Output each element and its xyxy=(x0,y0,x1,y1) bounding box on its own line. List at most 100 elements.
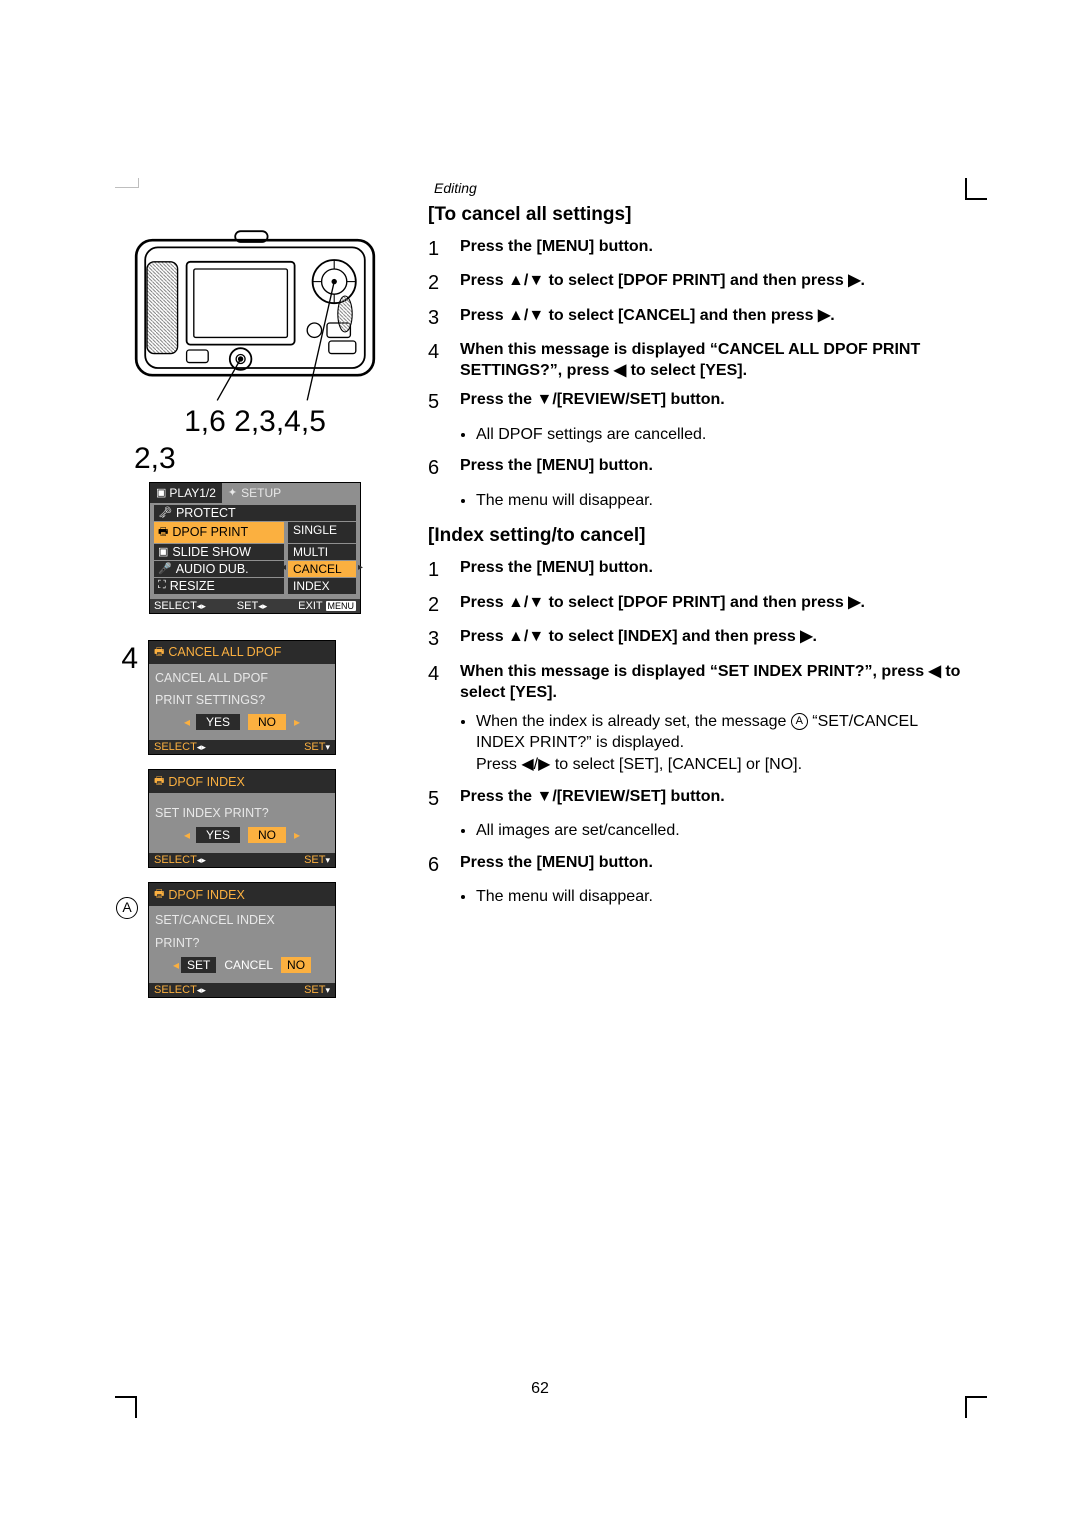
menu-opt-label: CANCEL xyxy=(293,562,342,576)
bottom-set: SET◂▸ xyxy=(237,600,267,612)
panel-msg: SET/CANCEL INDEX xyxy=(155,912,329,928)
step: 2Press ▲/▼ to select [DPOF PRINT] and th… xyxy=(428,270,970,296)
panel-hdr: 🖶CANCEL ALL DPOF xyxy=(149,641,335,664)
note-text: When the index is already set, the messa… xyxy=(476,711,970,776)
menu-row-protect: 🗝PROTECT xyxy=(154,505,356,521)
step: 1Press the [MENU] button. xyxy=(428,557,970,583)
bar-set: SET▾ xyxy=(304,984,330,996)
panel-bar: SELECT◂▸ SET▾ xyxy=(149,983,335,997)
panel-body: SET INDEX PRINT? ◂ YES NO ▸ xyxy=(149,793,335,853)
step: 5Press the ▼/[REVIEW/SET] button. xyxy=(428,389,970,415)
section-label: Editing xyxy=(434,180,970,196)
panel-cancel-all: 🖶CANCEL ALL DPOF CANCEL ALL DPOF PRINT S… xyxy=(148,640,336,756)
note: When the index is already set, the messa… xyxy=(476,711,970,776)
menu-opt-cancel: ◂CANCEL▸ xyxy=(288,561,356,577)
btn-cancel: CANCEL xyxy=(220,957,277,973)
right-arrow-icon: ▸ xyxy=(294,715,300,729)
play-icon: ▣ xyxy=(156,486,166,499)
left-arrow-icon: ◂ xyxy=(184,828,190,842)
print-icon: 🖶 xyxy=(158,523,168,542)
crop-mark xyxy=(965,178,987,200)
note-text: The menu will disappear. xyxy=(476,886,970,908)
steps-sec2: 1Press the [MENU] button. 2Press ▲/▼ to … xyxy=(428,557,970,702)
bar-select: SELECT◂▸ xyxy=(154,984,206,996)
panel-hdr-label: CANCEL ALL DPOF xyxy=(168,645,281,659)
panel-choices: ◂ YES NO ▸ xyxy=(155,714,329,730)
annotation-sub: 2,3 xyxy=(134,442,400,476)
step-text: Press the ▼/[REVIEW/SET] button. xyxy=(460,389,970,415)
note: The menu will disappear. xyxy=(476,490,970,512)
panel-body: CANCEL ALL DPOF PRINT SETTINGS? ◂ YES NO… xyxy=(149,664,335,741)
step-text: When this message is displayed “SET INDE… xyxy=(460,661,970,703)
panel-msg: PRINT? xyxy=(155,935,329,951)
btn-no: NO xyxy=(248,714,286,730)
setup-icon: ✦ xyxy=(228,486,237,499)
menu-rows: 🗝PROTECT 🖶DPOF PRINT SINGLE ▣SLIDE SHOW … xyxy=(150,503,360,599)
menu-opt-multi: MULTI xyxy=(288,544,356,560)
tab-play-label: PLAY1/2 xyxy=(169,486,215,500)
step: 3Press ▲/▼ to select [CANCEL] and then p… xyxy=(428,305,970,331)
menu-item-protect: 🗝PROTECT xyxy=(154,505,356,521)
mic-icon: 🎤 xyxy=(158,562,172,575)
circled-A-marker: A xyxy=(110,886,138,919)
content: 1,6 2,3,4,5 2,3 ▣PLAY1/2 ✦SETUP 🗝PROTECT… xyxy=(110,180,970,998)
crop-mark xyxy=(115,178,139,188)
left-column: 1,6 2,3,4,5 2,3 ▣PLAY1/2 ✦SETUP 🗝PROTECT… xyxy=(110,180,400,998)
left-arrow-icon: ◂ xyxy=(173,958,179,972)
bottom-exit: EXIT MENU xyxy=(298,600,356,612)
bar-set: SET▾ xyxy=(304,741,330,753)
lock-icon: 🗝 xyxy=(158,506,172,519)
note: All DPOF settings are cancelled. xyxy=(476,424,970,446)
steps-sec2b: 5Press the ▼/[REVIEW/SET] button. xyxy=(428,786,970,812)
step-text: Press ▲/▼ to select [CANCEL] and then pr… xyxy=(460,305,970,331)
btn-set: SET xyxy=(181,957,216,973)
step4-marker: 4 xyxy=(110,644,138,674)
step-text: Press the ▼/[REVIEW/SET] button. xyxy=(460,786,970,812)
btn-no: NO xyxy=(248,827,286,843)
btn-no: NO xyxy=(281,957,311,973)
left-arrow-icon: ◂ xyxy=(184,715,190,729)
panel-msg: PRINT SETTINGS? xyxy=(155,692,329,708)
right-column: Editing [To cancel all settings] 1Press … xyxy=(428,180,970,998)
menu-label: DPOF PRINT xyxy=(172,525,248,539)
step-text: Press ▲/▼ to select [INDEX] and then pre… xyxy=(460,626,970,652)
steps-sec2c: 6Press the [MENU] button. xyxy=(428,852,970,878)
steps-sec1: 1Press the [MENU] button. 2Press ▲/▼ to … xyxy=(428,236,970,416)
panel-4-row: 4 🖶CANCEL ALL DPOF CANCEL ALL DPOF PRINT… xyxy=(110,640,400,756)
step-text: Press ▲/▼ to select [DPOF PRINT] and the… xyxy=(460,592,970,618)
panel-index-row: 🖶DPOF INDEX SET INDEX PRINT? ◂ YES NO ▸ … xyxy=(110,769,400,868)
step-text: Press the [MENU] button. xyxy=(460,455,970,481)
resize-icon: ⛶ xyxy=(158,579,166,592)
note-text: All DPOF settings are cancelled. xyxy=(476,424,970,446)
tab-play: ▣PLAY1/2 xyxy=(150,483,222,503)
step-text: Press ▲/▼ to select [DPOF PRINT] and the… xyxy=(460,270,970,296)
slide-icon: ▣ xyxy=(158,545,168,558)
bar-select: SELECT◂▸ xyxy=(154,741,206,753)
bottom-select: SELECT◂▸ xyxy=(154,600,206,612)
step: 6Press the [MENU] button. xyxy=(428,455,970,481)
menu-item-dpof: 🖶 DPOF PRINT xyxy=(154,522,284,543)
panel-body: SET/CANCEL INDEX PRINT? ◂ SET CANCEL NO xyxy=(149,906,335,983)
menu-item-resize: ⛶ RESIZE xyxy=(154,578,284,594)
panel-A-row: A 🖶DPOF INDEX SET/CANCEL INDEX PRINT? ◂ … xyxy=(110,882,400,998)
step: 3Press ▲/▼ to select [INDEX] and then pr… xyxy=(428,626,970,652)
panel-bar: SELECT◂▸ SET▾ xyxy=(149,853,335,867)
panel-dpof-index: 🖶DPOF INDEX SET INDEX PRINT? ◂ YES NO ▸ … xyxy=(148,769,336,868)
step: 5Press the ▼/[REVIEW/SET] button. xyxy=(428,786,970,812)
panel-hdr: 🖶DPOF INDEX xyxy=(149,883,335,906)
panel-hdr-label: DPOF INDEX xyxy=(168,775,244,789)
tab-setup: ✦SETUP xyxy=(222,486,287,500)
menu-row-slideshow: ▣ SLIDE SHOW MULTI xyxy=(154,544,356,560)
step-text: Press the [MENU] button. xyxy=(460,852,970,878)
circled-letter: A xyxy=(116,897,138,919)
menu-label: SLIDE SHOW xyxy=(172,545,251,559)
bar-set: SET▾ xyxy=(304,854,330,866)
menu-row-dpof: 🖶DPOF PRINT SINGLE xyxy=(154,522,356,543)
note: All images are set/cancelled. xyxy=(476,820,970,842)
heading-cancel-all: [To cancel all settings] xyxy=(428,204,970,226)
step-text: Press the [MENU] button. xyxy=(460,236,970,262)
menu-label: RESIZE xyxy=(170,579,215,593)
heading-index: [Index setting/to cancel] xyxy=(428,525,970,547)
page-number: 62 xyxy=(0,1380,1080,1398)
panel-dpof-index-A: 🖶DPOF INDEX SET/CANCEL INDEX PRINT? ◂ SE… xyxy=(148,882,336,998)
